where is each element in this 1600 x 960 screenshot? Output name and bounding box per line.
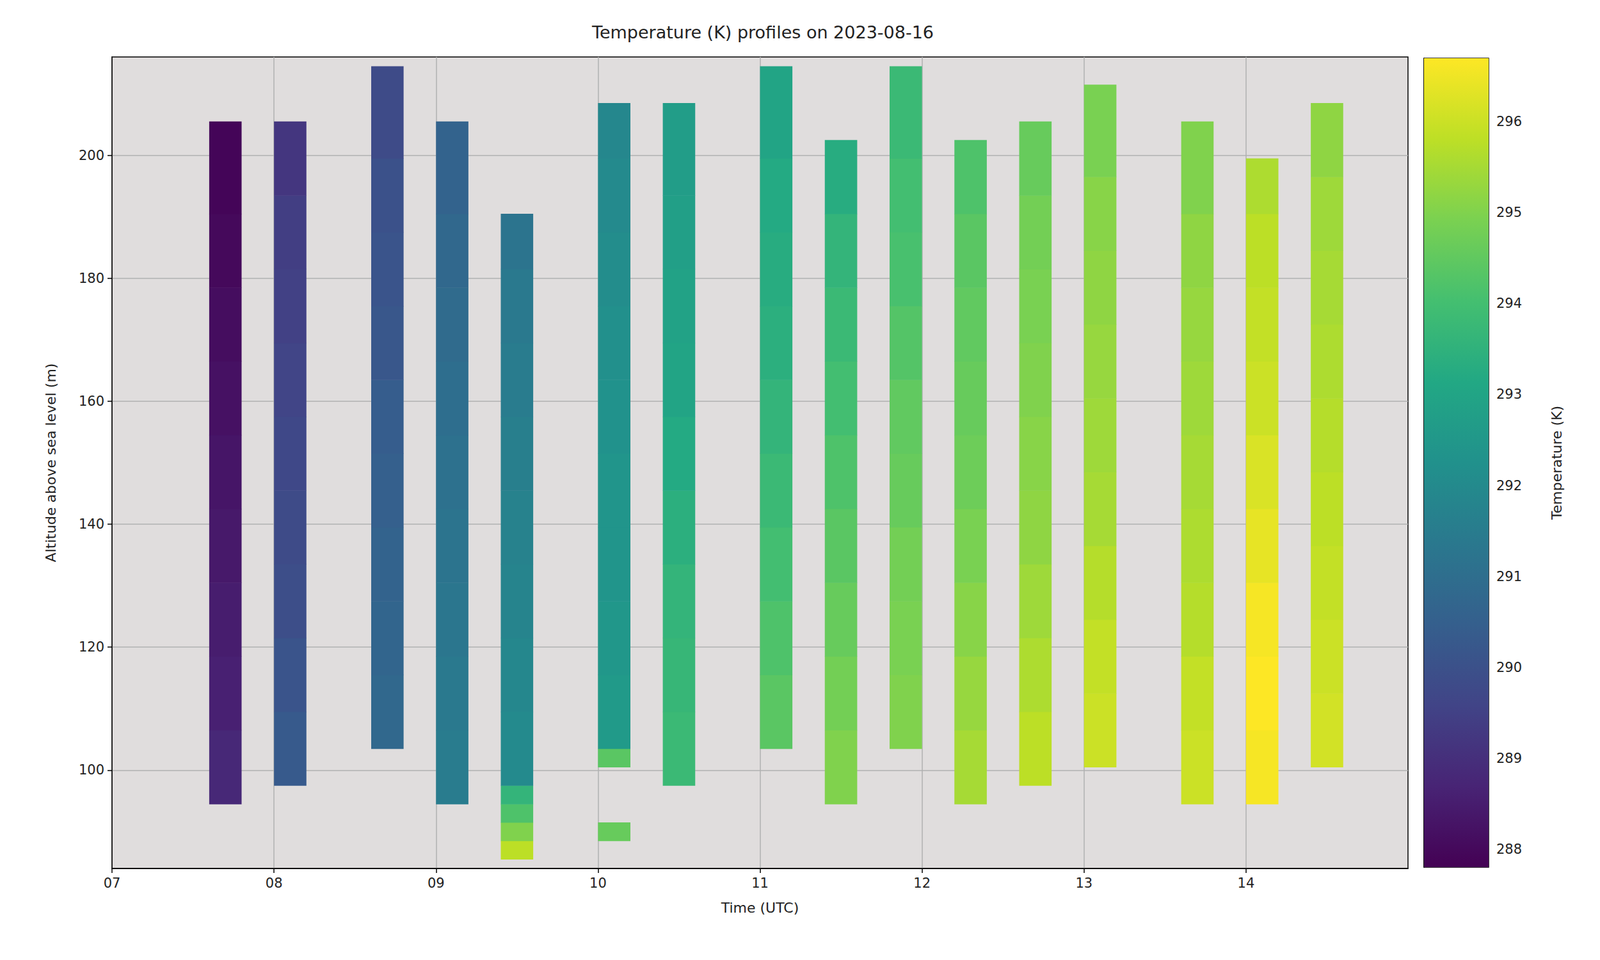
svg-text:140: 140 (78, 516, 105, 532)
svg-text:Temperature (K) profiles on 20: Temperature (K) profiles on 2023-08-16 (591, 22, 934, 43)
svg-text:Temperature (K): Temperature (K) (1548, 405, 1565, 521)
svg-text:09: 09 (427, 875, 445, 891)
svg-text:292: 292 (1496, 478, 1522, 494)
svg-text:291: 291 (1496, 568, 1522, 585)
svg-text:13: 13 (1075, 875, 1093, 891)
svg-text:14: 14 (1237, 875, 1256, 891)
svg-text:296: 296 (1496, 113, 1522, 130)
svg-text:100: 100 (78, 762, 105, 778)
svg-text:200: 200 (78, 147, 105, 164)
svg-text:07: 07 (103, 875, 121, 891)
svg-text:293: 293 (1496, 386, 1522, 402)
svg-text:294: 294 (1496, 295, 1522, 312)
svg-text:295: 295 (1496, 204, 1522, 221)
svg-text:12: 12 (913, 875, 931, 891)
svg-text:120: 120 (78, 639, 105, 655)
svg-text:180: 180 (78, 270, 105, 287)
svg-text:289: 289 (1496, 750, 1522, 767)
svg-text:160: 160 (78, 393, 105, 409)
svg-text:10: 10 (589, 875, 607, 891)
svg-text:Time (UTC): Time (UTC) (720, 899, 800, 916)
svg-text:Altitude above sea level (m): Altitude above sea level (m) (42, 363, 59, 563)
svg-text:288: 288 (1496, 841, 1522, 857)
svg-text:11: 11 (751, 875, 769, 891)
svg-text:08: 08 (265, 875, 283, 891)
svg-text:290: 290 (1496, 659, 1522, 676)
